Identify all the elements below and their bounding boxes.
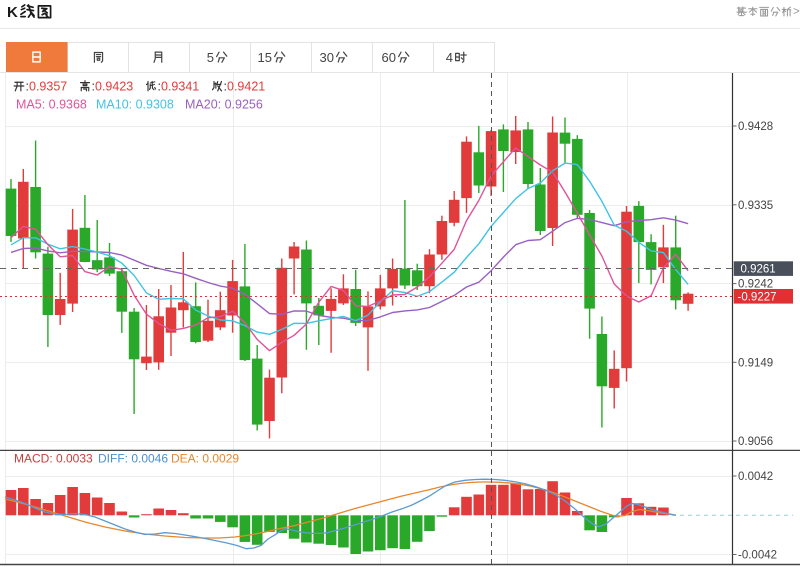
svg-text:0.9261: 0.9261	[741, 264, 776, 276]
svg-text:0.9242: 0.9242	[738, 279, 773, 291]
svg-text:0.9423: 0.9423	[95, 80, 133, 94]
svg-text:15: 15	[258, 50, 272, 65]
svg-text:0.0042: 0.0042	[738, 471, 773, 483]
svg-text:>: >	[793, 6, 800, 18]
svg-text:0.9335: 0.9335	[738, 200, 773, 212]
svg-text:K: K	[7, 4, 18, 21]
svg-text::: :	[158, 80, 161, 94]
svg-text:-0.9227: -0.9227	[738, 292, 777, 304]
svg-text:MA20: 0.9256: MA20: 0.9256	[185, 98, 263, 112]
svg-text:-0.0042: -0.0042	[738, 550, 777, 562]
svg-text:DEA: 0.0029: DEA: 0.0029	[171, 452, 239, 466]
svg-text:0.9056: 0.9056	[738, 436, 773, 448]
svg-text:MACD: 0.0033: MACD: 0.0033	[14, 452, 93, 466]
svg-text:0.9341: 0.9341	[161, 80, 199, 94]
svg-text:4: 4	[446, 50, 453, 65]
svg-text:60: 60	[382, 50, 396, 65]
svg-text:5: 5	[207, 50, 214, 65]
svg-text::: :	[92, 80, 95, 94]
svg-text:0.9428: 0.9428	[738, 121, 773, 133]
svg-text:0.9421: 0.9421	[227, 80, 265, 94]
svg-text::: :	[224, 80, 227, 94]
svg-text:DIFF: 0.0046: DIFF: 0.0046	[98, 452, 168, 466]
svg-text:MA10: 0.9308: MA10: 0.9308	[96, 98, 174, 112]
svg-text:0.9149: 0.9149	[738, 357, 773, 369]
svg-text:30: 30	[320, 50, 334, 65]
svg-text::: :	[26, 80, 29, 94]
svg-text:0.9357: 0.9357	[29, 80, 67, 94]
svg-text:MA5: 0.9368: MA5: 0.9368	[16, 98, 87, 112]
